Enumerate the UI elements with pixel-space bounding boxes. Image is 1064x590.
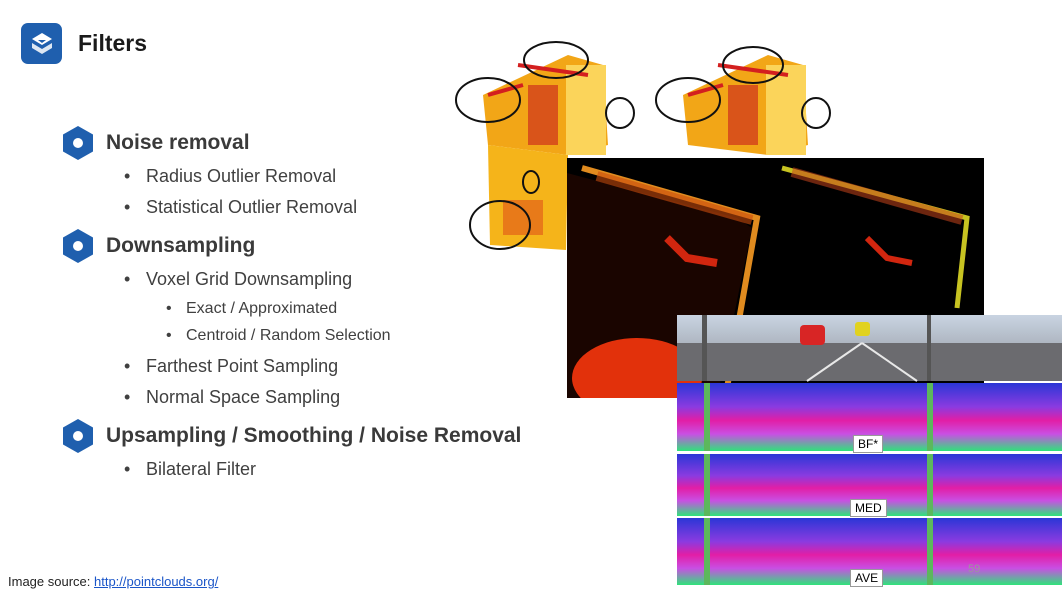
logo-icon: [31, 32, 52, 54]
filter-label-ave: AVE: [850, 569, 884, 587]
image-source-link[interactable]: http://pointclouds.org/: [94, 574, 219, 589]
section-heading-downsampling: Downsampling: [106, 234, 256, 257]
sub-list-item: Exact / Approximated: [166, 300, 337, 318]
image-source-prefix: Image source:: [8, 574, 94, 589]
list-item: Farthest Point Sampling: [124, 356, 338, 377]
road-scene-image: [677, 315, 1062, 382]
list-item: Voxel Grid Downsampling: [124, 269, 352, 290]
section-heading-noise-removal: Noise removal: [106, 131, 250, 154]
list-item: Bilateral Filter: [124, 459, 256, 480]
app-logo: [21, 23, 62, 64]
list-item: Normal Space Sampling: [124, 387, 340, 408]
page-title: Filters: [78, 30, 148, 56]
point-cloud-right: [655, 46, 831, 155]
page-number: 59: [968, 563, 981, 575]
filter-label-bf: BF*: [853, 435, 884, 453]
point-cloud-figure: [455, 41, 831, 250]
list-item: Statistical Outlier Removal: [124, 197, 357, 218]
sub-list-item: Centroid / Random Selection: [166, 327, 391, 345]
filter-label-med: MED: [850, 499, 887, 517]
hexagon-bullet-icon: [63, 419, 93, 453]
hexagon-bullet-icon: [63, 126, 93, 160]
hexagon-bullet-icon: [63, 229, 93, 263]
point-cloud-left: [455, 41, 635, 250]
list-item: Radius Outlier Removal: [124, 166, 336, 187]
section-heading-upsampling: Upsampling / Smoothing / Noise Removal: [106, 424, 522, 447]
image-source-note: Image source: http://pointclouds.org/: [8, 574, 218, 589]
